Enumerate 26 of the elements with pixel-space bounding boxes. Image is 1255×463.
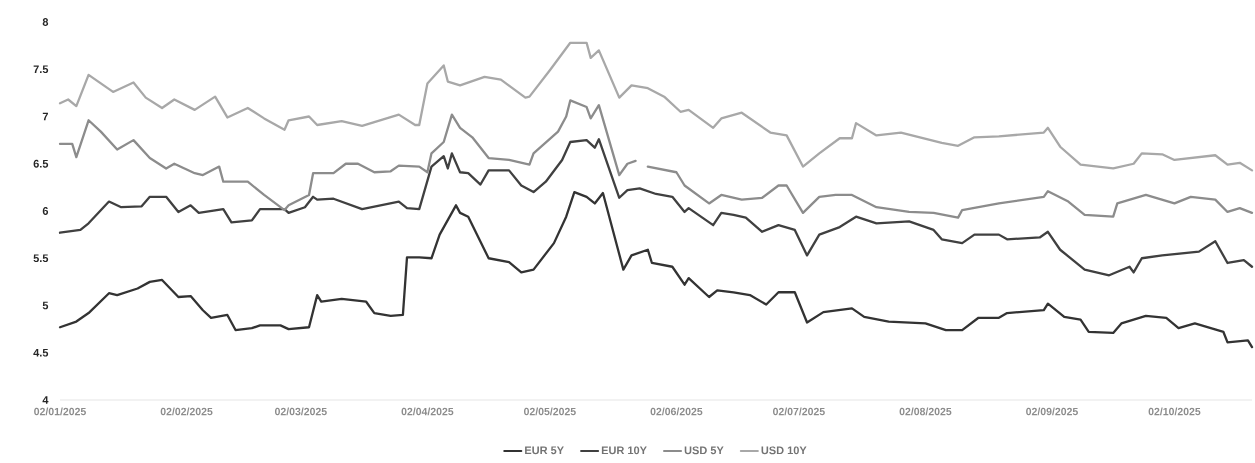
- legend-label: EUR 10Y: [601, 446, 647, 455]
- y-tick-label: 8: [42, 18, 49, 26]
- y-tick-label: 4: [42, 396, 49, 404]
- y-tick-label: 6: [42, 207, 49, 215]
- x-tick-label: 02/02/2025: [160, 407, 213, 416]
- x-tick-label: 02/05/2025: [524, 407, 576, 416]
- y-tick-label: 5.5: [33, 254, 49, 263]
- y-tick-label: 5: [42, 301, 49, 310]
- y-tick-label: 4.5: [33, 348, 49, 357]
- legend-label: USD 10Y: [761, 446, 807, 455]
- line-series: [58, 41, 1254, 172]
- line-series: [58, 138, 1254, 277]
- legend-label: EUR 5Y: [525, 446, 564, 455]
- x-tick-label: 02/03/2025: [274, 407, 327, 416]
- x-tick-label: 02/07/2025: [773, 407, 825, 416]
- x-tick-label: 02/04/2025: [401, 407, 454, 416]
- x-tick-label: 02/10/2025: [1148, 407, 1201, 416]
- x-tick-label: 02/01/2025: [34, 407, 86, 416]
- legend-label: USD 5Y: [684, 446, 724, 455]
- line-series: [58, 190, 1254, 349]
- x-tick-label: 02/06/2025: [650, 407, 703, 416]
- y-tick-label: 6.5: [33, 159, 49, 168]
- x-tick-label: 02/09/2025: [1026, 407, 1078, 416]
- y-tick-label: 7.5: [33, 65, 49, 74]
- y-tick-label: 7: [42, 112, 48, 121]
- x-tick-label: 02/08/2025: [899, 407, 952, 416]
